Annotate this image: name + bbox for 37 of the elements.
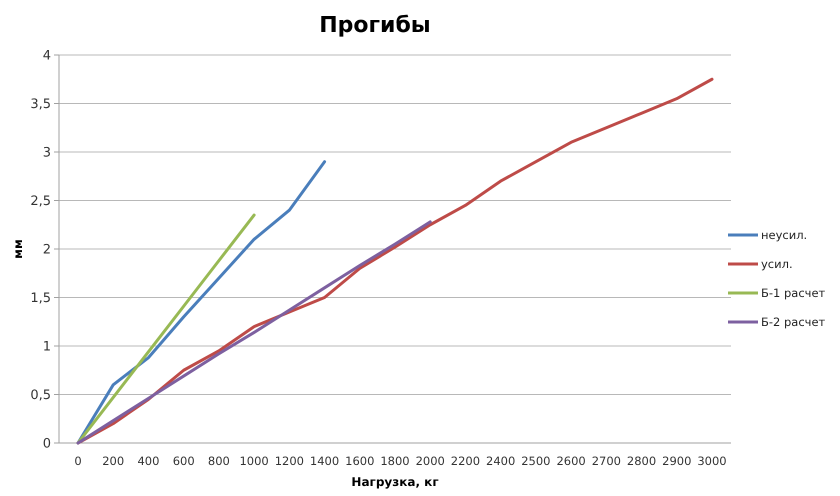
x-tick-label: 3000 xyxy=(697,454,727,468)
x-tick-label: 0 xyxy=(74,454,82,468)
y-tick-label: 1 xyxy=(42,340,51,355)
y-tick-label: 3,5 xyxy=(30,97,51,112)
y-tick-label: 0,5 xyxy=(30,388,51,404)
x-tick-label: 1600 xyxy=(345,454,374,468)
chart-title: Прогибы xyxy=(319,13,431,38)
x-tick-label: 2500 xyxy=(521,454,551,468)
x-tick-label: 400 xyxy=(137,454,160,468)
x-tick-label: 2200 xyxy=(450,454,480,468)
legend-label: усил. xyxy=(761,257,793,272)
y-tick-label: 2,5 xyxy=(30,194,51,210)
y-tick-label: 1,5 xyxy=(30,291,51,306)
legend-label: неусил. xyxy=(761,228,808,242)
x-tick-label: 800 xyxy=(208,454,230,468)
x-tick-label: 2600 xyxy=(556,454,586,468)
y-tick-label: 3 xyxy=(42,146,51,161)
x-tick-label: 600 xyxy=(172,454,195,468)
line-series xyxy=(76,220,432,444)
x-axis-title: Нагрузка, кг xyxy=(351,475,439,489)
y-tick-label: 0 xyxy=(42,436,51,452)
y-axis-title: мм xyxy=(11,239,25,259)
x-tick-label: 1400 xyxy=(310,454,340,468)
line-series xyxy=(76,214,256,444)
x-tick-label: 1800 xyxy=(380,454,410,468)
x-tick-label: 2900 xyxy=(662,454,692,468)
legend-label: Б-1 расчет xyxy=(761,286,826,300)
x-tick-label: 2000 xyxy=(416,454,445,468)
x-tick-label: 1000 xyxy=(239,454,269,468)
x-tick-label: 2800 xyxy=(626,454,656,468)
legend-label: Б-2 расчет xyxy=(761,315,826,330)
x-tick-label: 200 xyxy=(102,454,124,468)
y-tick-label: 4 xyxy=(42,48,51,64)
x-tick-label: 2400 xyxy=(486,454,516,468)
x-tick-label: 2700 xyxy=(592,454,621,468)
y-tick-label: 2 xyxy=(42,242,51,258)
x-tick-label: 1200 xyxy=(274,454,304,468)
